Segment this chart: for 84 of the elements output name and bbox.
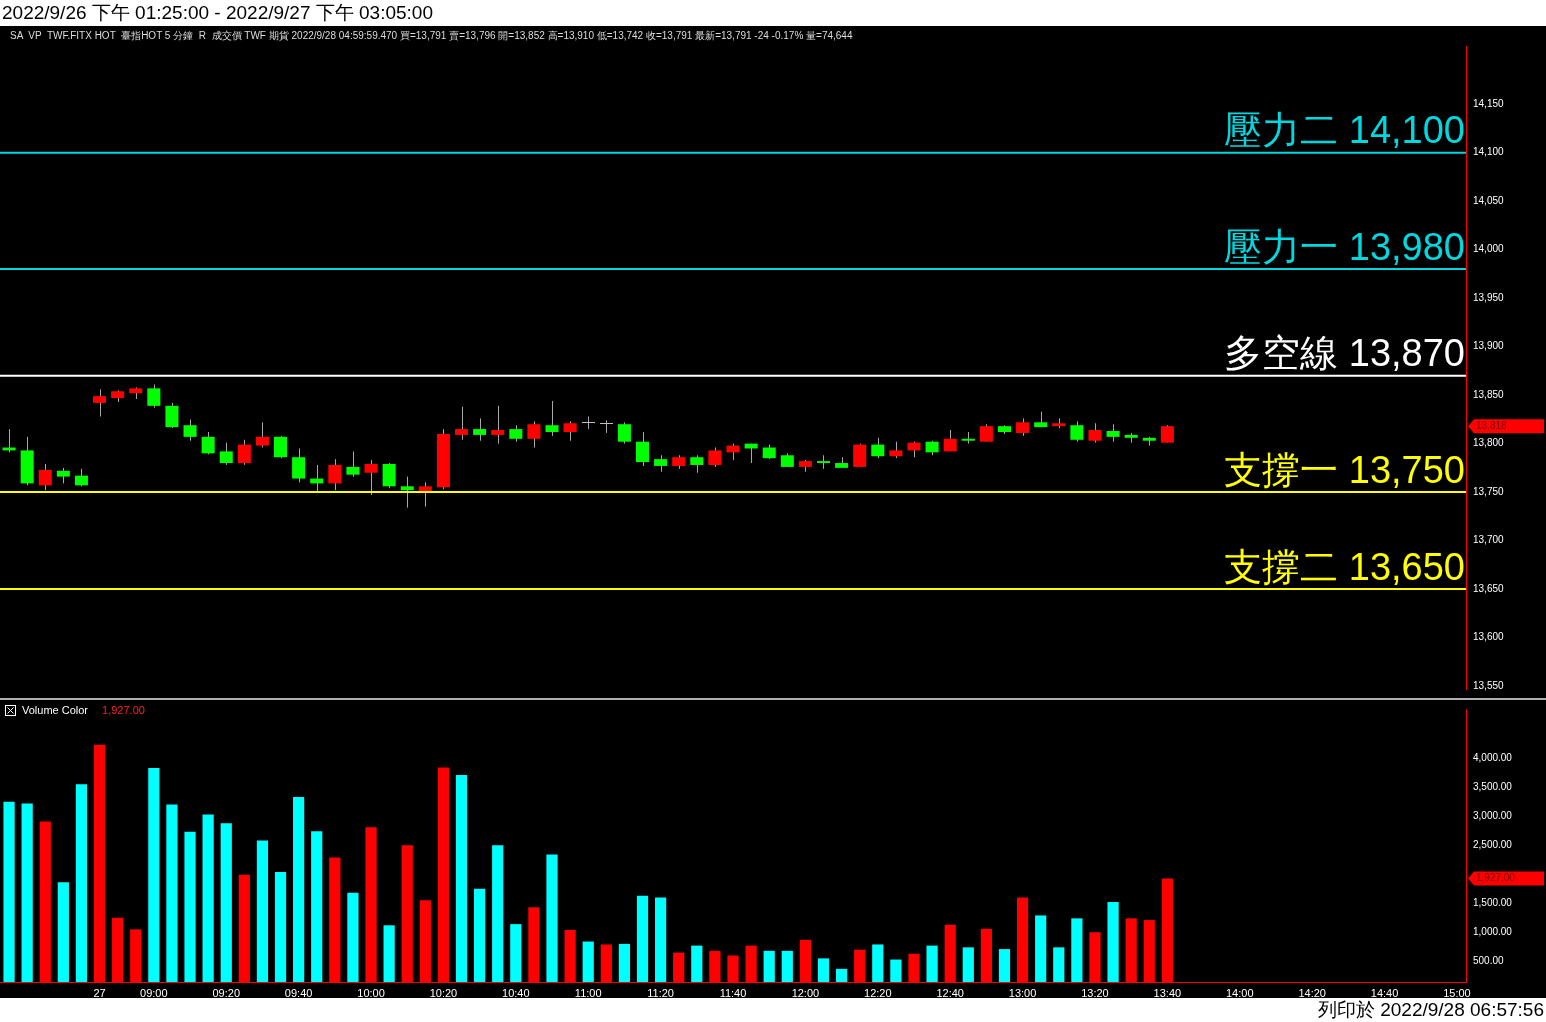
y-tick-label: 2,500.00 — [1473, 838, 1513, 850]
ref-line-label: 多空線 13,870 — [1224, 332, 1465, 375]
x-tick-label: 14:20 — [1298, 986, 1326, 999]
annotation: 1,927.00 — [102, 704, 145, 716]
x-tick-label: 27 — [93, 986, 106, 999]
candlestick — [491, 405, 505, 445]
x-tick-label: 15:00 — [1443, 986, 1471, 999]
ref-line-label: 支撐一 13,750 — [1224, 448, 1465, 491]
x-tick-label: 13:00 — [1008, 986, 1037, 999]
x-tick-label: 14:40 — [1370, 986, 1399, 999]
candlestick — [455, 406, 469, 441]
y-tick-label: 14,000 — [1473, 243, 1505, 255]
y-tick-label: 13,750 — [1473, 485, 1505, 497]
x-tick-label: 11:00 — [574, 986, 602, 999]
candlestick — [581, 415, 596, 430]
candlestick — [382, 462, 396, 489]
y-tick-label: 13,550 — [1473, 679, 1505, 691]
y-tick-label: 1,000.00 — [1473, 926, 1513, 938]
x-tick-label: 11:20 — [647, 986, 674, 999]
candlestick — [237, 439, 251, 466]
candlestick — [183, 418, 197, 442]
candlestick — [328, 458, 342, 491]
candlestick — [38, 463, 52, 491]
y-tick-label: 500.00 — [1473, 955, 1505, 967]
candlestick — [364, 459, 378, 496]
candlestick — [93, 388, 107, 417]
y-tick-label: 14,050 — [1473, 194, 1505, 206]
x-tick-label: 09:20 — [212, 986, 240, 999]
chart-title: 2022/9/26 下午 01:25:00 - 2022/9/27 下午 03:05:00 — [0, 0, 1546, 26]
x-tick-label: 12:20 — [864, 986, 892, 999]
candlestick — [635, 431, 650, 467]
candlestick — [201, 431, 215, 455]
x-tick-label: 10:20 — [429, 986, 458, 999]
x-tick-label: 10:00 — [357, 986, 385, 999]
y-tick-label: 13,900 — [1473, 340, 1505, 352]
ref-line-label: 壓力一 13,980 — [1224, 225, 1465, 268]
candlestick — [853, 443, 867, 468]
x-tick-label: 13:20 — [1081, 986, 1109, 999]
x-tick-label: 12:40 — [936, 986, 964, 999]
text: 13,818 — [1476, 419, 1508, 431]
x-tick-label: 13:40 — [1153, 986, 1182, 999]
y-tick-label: 13,800 — [1473, 437, 1505, 449]
chart-subtitle: SA VP TWF.FITX HOT 臺指HOT 5 分鐘 R 成交價 TWF 期貨 2022/9/28 04:59:59.470 買=13,791 賣=13,796 開=13,852 高=13,910 低=13,742 收=13,791 最新=13,791 -24 -0.17% 量=74,644 — [10, 29, 853, 43]
x-tick-label: 11:40 — [719, 986, 747, 999]
candlestick — [1088, 422, 1102, 444]
x-tick-label: 09:00 — [140, 986, 168, 999]
candlestick — [563, 420, 577, 442]
candlestick — [219, 442, 233, 466]
y-tick-label: 14,150 — [1473, 97, 1505, 109]
x-tick-label: 10:40 — [502, 986, 530, 999]
candlestick — [255, 421, 269, 449]
chart-title: Volume Color — [22, 704, 89, 716]
y-tick-label: 13,950 — [1473, 291, 1505, 303]
y-tick-label: 13,850 — [1473, 388, 1505, 400]
x-tick-label: 09:40 — [284, 986, 313, 999]
candlestick — [274, 435, 288, 459]
x-tick-label: 14:00 — [1226, 986, 1254, 999]
candlestick — [545, 400, 559, 437]
ref-line-label: 支撐二 13,650 — [1224, 545, 1465, 588]
candlestick — [418, 481, 432, 508]
candlestick — [400, 476, 414, 509]
y-tick-label: 13,650 — [1473, 582, 1505, 594]
text: 1,927.00 — [1476, 872, 1516, 884]
candlestick — [165, 402, 179, 429]
candlestick — [147, 383, 161, 409]
candlestick — [1070, 420, 1084, 443]
candlestick — [871, 437, 885, 459]
candlestick — [292, 447, 306, 483]
text: 列印於 2022/9/28 06:57:56 — [0, 998, 1546, 1022]
y-tick-label: 13,700 — [1473, 534, 1505, 546]
y-tick-label: 1,500.00 — [1473, 897, 1513, 908]
y-tick-label: 3,000.00 — [1473, 809, 1513, 821]
candlestick — [708, 447, 722, 468]
candlestick — [346, 450, 360, 478]
candlestick — [617, 421, 631, 445]
x-tick-label: 12:00 — [791, 986, 820, 999]
y-tick-label: 3,500.00 — [1473, 780, 1513, 792]
candlestick — [473, 417, 487, 442]
candlestick — [599, 419, 614, 434]
ref-line-label: 壓力二 14,100 — [1224, 109, 1465, 152]
candlestick — [527, 420, 541, 449]
y-tick-label: 4,000.00 — [1473, 751, 1513, 763]
y-tick-label: 14,100 — [1473, 146, 1505, 158]
y-tick-label: 13,600 — [1473, 631, 1505, 643]
